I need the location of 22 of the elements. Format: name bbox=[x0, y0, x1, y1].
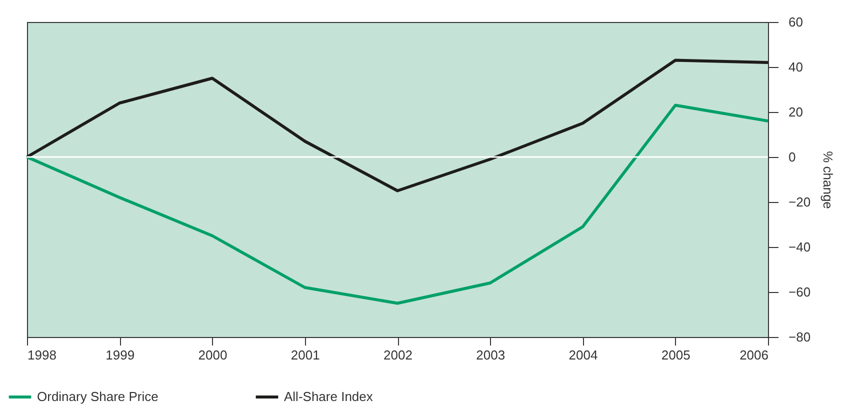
x-tick-label: 1998 bbox=[28, 348, 56, 362]
y-tick-label: 40 bbox=[788, 60, 803, 74]
y-tick-label: 0 bbox=[788, 150, 796, 164]
y-tick-label: 60 bbox=[788, 14, 803, 30]
y-tick-label: −20 bbox=[788, 194, 811, 210]
x-tick-label: 2006 bbox=[740, 348, 768, 362]
line-series bbox=[26, 58, 770, 192]
legend-label: All-Share Index bbox=[284, 389, 374, 404]
y-axis-title: % change bbox=[820, 151, 836, 209]
x-tick-label: 2001 bbox=[290, 348, 320, 362]
y-tick-label: −80 bbox=[788, 330, 811, 344]
line-series bbox=[26, 104, 770, 305]
y-tick-label: 20 bbox=[788, 104, 803, 120]
x-tick-label: 2000 bbox=[198, 348, 228, 362]
y-tick-label: −40 bbox=[788, 240, 811, 254]
x-tick-label: 2002 bbox=[384, 348, 412, 362]
y-tick-label: −60 bbox=[788, 284, 811, 300]
x-tick-label: 2004 bbox=[568, 348, 598, 362]
legend-label: Ordinary Share Price bbox=[37, 389, 158, 404]
x-tick-label: 2003 bbox=[476, 348, 506, 362]
x-tick-label: 2005 bbox=[661, 348, 690, 362]
x-tick-label: 1999 bbox=[106, 348, 135, 362]
